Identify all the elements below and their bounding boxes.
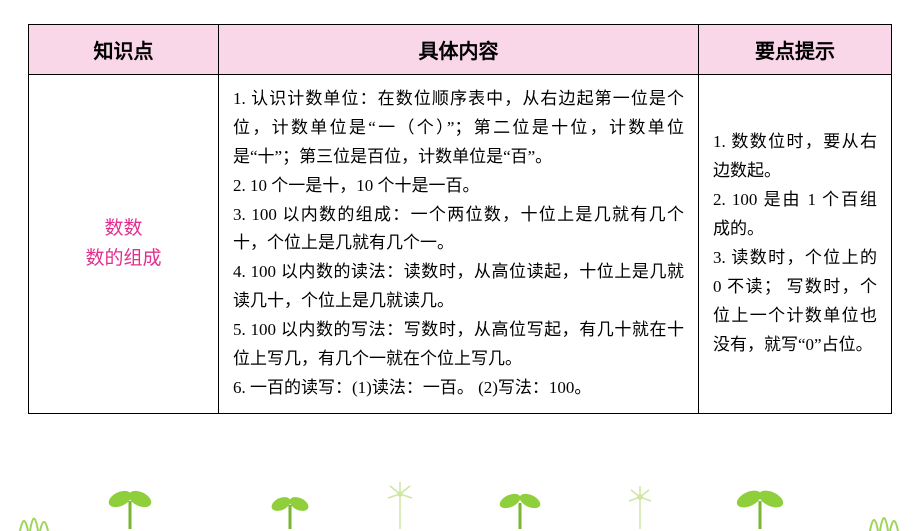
content-line: 3. 100 以内数的组成：一个两位数，十位上是几就有几个十，个位上是几就有几个… <box>233 201 684 259</box>
col-header-content: 具体内容 <box>219 25 699 75</box>
sprout-icon <box>106 488 154 529</box>
dandelion-icon <box>629 486 651 529</box>
table-header-row: 知识点 具体内容 要点提示 <box>29 25 892 75</box>
tip-line: 3. 读数时，个位上的 0 不读； 写数时，个位上一个计数单位也没有，就写“0”… <box>713 244 877 360</box>
content-line: 5. 100 以内数的写法：写数时，从高位写起，有几十就在十位上写几，有几个一就… <box>233 316 684 374</box>
content-line: 6. 一百的读写：(1)读法：一百。 (2)写法：100。 <box>233 374 684 403</box>
content-line: 1. 认识计数单位：在数位顺序表中，从右边起第一位是个位，计数单位是“一（个）”… <box>233 85 684 172</box>
topic-line2: 数的组成 <box>43 244 204 274</box>
table-row: 数数 数的组成 1. 认识计数单位：在数位顺序表中，从右边起第一位是个位，计数单… <box>29 75 892 414</box>
grass-icon <box>870 518 898 531</box>
dandelion-icon <box>388 482 412 529</box>
sprout-icon <box>497 491 542 529</box>
grass-icon <box>20 519 48 531</box>
content-cell: 1. 认识计数单位：在数位顺序表中，从右边起第一位是个位，计数单位是“一（个）”… <box>219 75 699 414</box>
col-header-topic: 知识点 <box>29 25 219 75</box>
table-container: 知识点 具体内容 要点提示 数数 数的组成 1. 认识计数单位：在数位顺序表中，… <box>0 0 920 414</box>
topic-cell: 数数 数的组成 <box>29 75 219 414</box>
sprout-icon <box>734 487 785 529</box>
footer-decoration <box>0 461 920 531</box>
sprout-icon <box>269 494 310 529</box>
tip-line: 1. 数数位时，要从右边数起。 <box>713 128 877 186</box>
content-line: 2. 10 个一是十，10 个十是一百。 <box>233 172 684 201</box>
tips-cell: 1. 数数位时，要从右边数起。 2. 100 是由 1 个百组成的。 3. 读数… <box>699 75 892 414</box>
content-line: 4. 100 以内数的读法：读数时，从高位读起，十位上是几就读几十，个位上是几就… <box>233 258 684 316</box>
col-header-tips: 要点提示 <box>699 25 892 75</box>
topic-line1: 数数 <box>43 214 204 244</box>
tip-line: 2. 100 是由 1 个百组成的。 <box>713 186 877 244</box>
knowledge-table: 知识点 具体内容 要点提示 数数 数的组成 1. 认识计数单位：在数位顺序表中，… <box>28 24 892 414</box>
